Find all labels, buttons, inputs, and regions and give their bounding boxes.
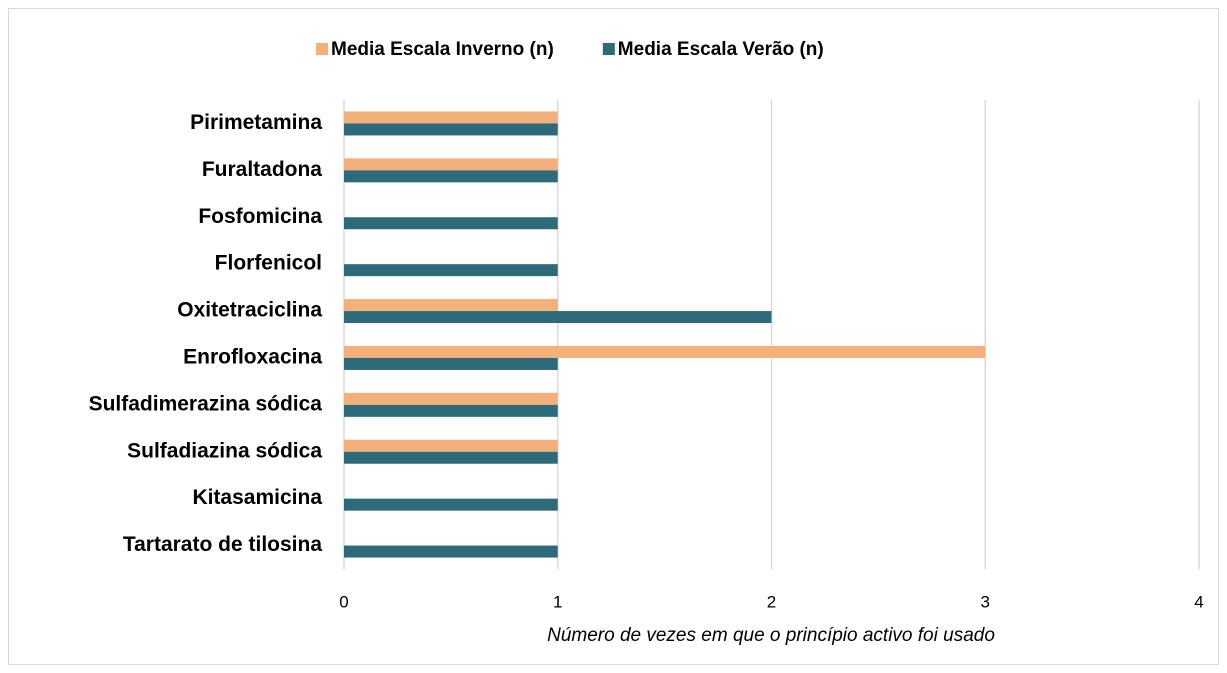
bar	[344, 357, 558, 370]
y-tick-label: Furaltadona	[202, 158, 322, 181]
bar	[344, 170, 558, 183]
chart-frame	[8, 8, 1219, 665]
x-tick-label: 3	[981, 592, 990, 611]
bar	[344, 404, 558, 417]
bar	[344, 123, 558, 136]
bar	[344, 158, 558, 171]
bar	[344, 264, 558, 277]
y-tick-label: Enrofloxacina	[183, 345, 322, 368]
x-axis-title: Número de vezes em que o princípio activ…	[547, 625, 995, 646]
y-tick-label: Sulfadiazina sódica	[127, 439, 322, 462]
x-tick-label: 4	[1194, 592, 1203, 611]
legend-swatch	[316, 43, 328, 55]
y-tick-label: Sulfadimerazina sódica	[89, 392, 323, 415]
bar	[344, 439, 558, 452]
x-tick-label: 1	[553, 592, 562, 611]
legend-label: Media Escala Verão (n)	[618, 39, 824, 60]
bar	[344, 299, 558, 312]
legend-label: Media Escala Inverno (n)	[331, 39, 554, 60]
x-tick-label: 0	[339, 592, 348, 611]
bar	[344, 392, 558, 405]
y-tick-label: Oxitetraciclina	[177, 299, 322, 322]
bar	[344, 311, 772, 324]
x-tick-label: 2	[767, 592, 776, 611]
bar	[344, 498, 558, 511]
bar	[344, 217, 558, 230]
legend-swatch	[602, 43, 615, 55]
bar	[344, 451, 558, 464]
bar	[344, 345, 986, 358]
y-tick-label: Pirimetamina	[190, 111, 322, 134]
y-tick-label: Florfenicol	[215, 252, 322, 275]
bar	[344, 111, 558, 124]
y-tick-label: Fosfomicina	[198, 205, 322, 228]
y-tick-label: Tartarato de tilosina	[123, 533, 322, 556]
bar	[344, 545, 558, 558]
y-tick-label: Kitasamicina	[192, 486, 322, 509]
